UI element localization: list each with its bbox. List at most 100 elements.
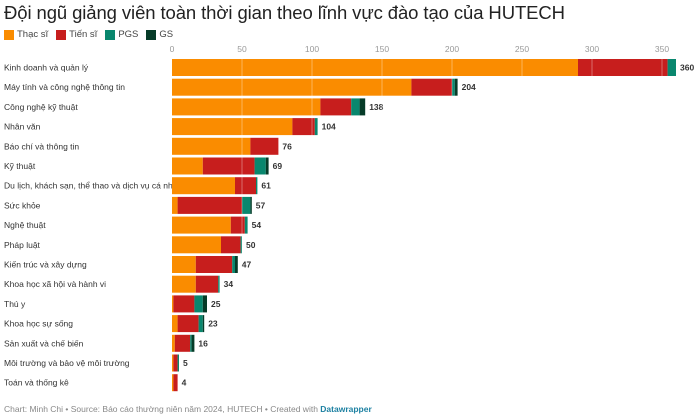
total-label: 23	[208, 319, 218, 329]
bar-segment	[452, 78, 455, 96]
bar-segment	[172, 354, 174, 372]
bar-segment	[235, 177, 256, 195]
bar-segment	[292, 118, 315, 136]
total-label: 69	[273, 161, 283, 171]
bar-segment	[173, 354, 178, 372]
legend-swatch	[105, 29, 116, 40]
bar-segment	[218, 275, 220, 293]
bar-segment	[191, 334, 195, 352]
category-label: Nhân văn	[4, 122, 41, 132]
bar-segment	[232, 256, 235, 273]
bar-segment	[454, 78, 458, 96]
total-label: 50	[246, 240, 256, 250]
legend-label: Tiến sĩ	[69, 29, 98, 40]
bar-segment	[256, 177, 258, 195]
bar-segment	[172, 295, 174, 313]
legend-item-tien-si: Tiến sĩ	[56, 29, 97, 40]
category-label: Toán và thống kê	[4, 378, 69, 388]
bar-segment	[194, 295, 203, 313]
legend-label: Thạc sĩ	[17, 29, 49, 40]
category-label: Kỹ thuật	[4, 161, 36, 171]
bar-segment	[359, 98, 366, 116]
bar-segment	[242, 196, 251, 214]
bar-segment	[172, 236, 221, 254]
x-tick-label: 150	[375, 44, 389, 54]
x-tick-label: 250	[515, 44, 529, 54]
bar-segment	[235, 256, 238, 273]
category-label: Kinh doanh và quản lý	[4, 63, 89, 73]
bar-segment	[177, 315, 199, 333]
bar-segment	[172, 98, 321, 116]
total-label: 104	[322, 122, 336, 132]
category-label: Công nghệ kỹ thuật	[4, 102, 78, 112]
bar-segment	[202, 315, 205, 333]
datawrapper-link[interactable]: Datawrapper	[320, 404, 372, 414]
category-label: Máy tính và công nghệ thông tin	[4, 82, 125, 92]
bar-segment	[202, 157, 255, 175]
category-label: Nghệ thuật	[4, 220, 46, 230]
legend-swatch	[4, 29, 14, 40]
total-label: 360	[680, 63, 694, 73]
bar-segment	[172, 137, 251, 155]
category-label: Sức khỏe	[4, 200, 41, 210]
bar-segment	[172, 275, 196, 293]
bar-segment	[244, 216, 248, 234]
legend-label: GS	[159, 29, 174, 40]
total-label: 16	[198, 338, 208, 348]
bar-segment	[221, 236, 241, 254]
bar-segment	[250, 196, 252, 214]
bar-segment	[173, 374, 178, 392]
bar-segment	[314, 118, 318, 136]
bar-segment	[411, 78, 452, 96]
total-label: 76	[282, 141, 292, 151]
bar-segment	[177, 354, 179, 372]
bar-segment	[240, 236, 242, 254]
category-label: Báo chí và thông tin	[4, 141, 79, 151]
legend-swatch	[146, 29, 157, 40]
bar-segment	[177, 196, 242, 214]
bar-segment	[195, 256, 233, 273]
bar-segment	[172, 177, 235, 195]
bar-segment	[195, 275, 219, 293]
bar-segment	[320, 98, 352, 116]
x-tick-label: 200	[445, 44, 459, 54]
bar-segment	[254, 157, 266, 175]
legend-label: PGS	[118, 29, 139, 40]
bar-segment	[230, 216, 245, 234]
total-label: 54	[252, 220, 262, 230]
bar-segment	[172, 256, 196, 273]
bar-segment	[351, 98, 360, 116]
bar-segment	[172, 157, 203, 175]
legend-item-pgs: PGS	[105, 29, 138, 40]
bar-segment	[173, 295, 195, 313]
category-label: Kiến trúc và xây dựng	[4, 260, 87, 270]
bar-segment	[172, 78, 412, 96]
legend-swatch	[56, 29, 67, 40]
bar-segment	[172, 334, 175, 352]
bar-segment	[172, 59, 578, 76]
x-tick-label: 0	[170, 44, 175, 54]
chart-plot: 0 50 100 150 200 250 300 350 Kinh doanh và quản …	[4, 44, 695, 392]
bar-segment	[172, 118, 293, 136]
chart-title: Đội ngũ giảng viên toàn thời gian theo l…	[4, 2, 565, 23]
bar-segment	[265, 157, 269, 175]
total-label: 47	[242, 260, 252, 270]
bar-segment	[190, 334, 192, 352]
category-label: Pháp luật	[4, 240, 41, 250]
total-label: 34	[224, 279, 234, 289]
footer-credit: Chart: Minh Chi • Source: Báo cáo thường…	[4, 404, 321, 414]
total-label: 57	[256, 200, 266, 210]
x-tick-label: 300	[585, 44, 599, 54]
category-label: Khoa học sự sống	[4, 319, 73, 329]
total-label: 204	[462, 82, 476, 92]
legend: Thạc sĩ Tiến sĩ PGS GS	[4, 29, 173, 40]
x-tick-label: 350	[655, 44, 669, 54]
bar-segment	[578, 59, 668, 76]
total-label: 61	[261, 181, 271, 191]
x-tick-label: 50	[237, 44, 247, 54]
bar-segment	[172, 374, 174, 392]
total-label: 138	[369, 102, 383, 112]
category-label: Môi trường và bảo vệ môi trường	[4, 358, 130, 368]
bar-segment	[172, 196, 178, 214]
x-tick-label: 100	[305, 44, 319, 54]
